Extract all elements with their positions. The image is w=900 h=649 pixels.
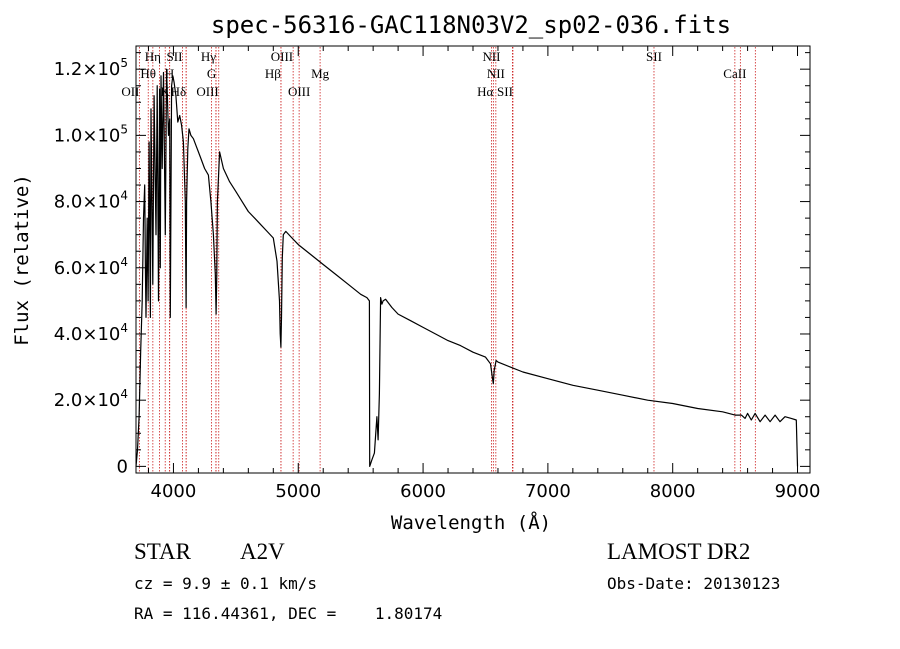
- spectral-line-label: Hβ: [265, 66, 281, 81]
- object-class: STAR: [134, 539, 191, 564]
- spectral-line-label: OIII: [288, 84, 310, 99]
- spectral-line-label: Hη: [145, 49, 161, 64]
- y-tick-label: 1.0×105: [54, 122, 128, 146]
- spectral-line-label: H: [165, 66, 174, 81]
- x-axis-label: Wavelength (Å): [391, 511, 551, 534]
- spectral-line-label: NII: [487, 66, 505, 81]
- coordinates-readout: RA = 116.44361, DEC = 1.80174: [134, 604, 443, 623]
- spectral-line-label: SII: [646, 49, 662, 64]
- y-axis-label: Flux (relative): [11, 174, 33, 346]
- plot-frame: [135, 45, 811, 474]
- spectral-line-label: NII: [482, 49, 500, 64]
- spectrum-line: [135, 68, 799, 467]
- observation-date: Obs-Date: 20130123: [607, 574, 781, 593]
- y-tick-label: 4.0×104: [54, 321, 128, 345]
- object-subclass: A2V: [240, 539, 285, 564]
- x-tick-label: 4000: [151, 481, 197, 502]
- spectral-line-labels: OIIHθHηKHSIIHδHγGOIIIOIIIHβOIIIMgNIINIIH…: [121, 49, 746, 99]
- chart-title: spec-56316-GAC118N03V2_sp02-036.fits: [211, 11, 731, 39]
- x-tick-label: 8000: [650, 481, 696, 502]
- spectral-line-label: Mg: [311, 66, 330, 81]
- spectral-line-label: OII: [121, 84, 139, 99]
- axis-ticks: 4000 5000 6000 7000 8000 9000 0 2.0×104 4.0×104 6…: [54, 46, 821, 502]
- spectral-line-label: Hα: [477, 84, 493, 99]
- survey-name: LAMOST DR2: [607, 539, 751, 564]
- x-tick-label: 9000: [775, 481, 821, 502]
- redshift-readout: cz = 9.9 ± 0.1 km/s: [134, 574, 318, 593]
- y-tick-label: 6.0×104: [54, 255, 128, 279]
- spectral-line-label: OIII: [196, 84, 218, 99]
- x-tick-label: 7000: [525, 481, 571, 502]
- y-tick-label: 0: [117, 456, 128, 477]
- spectral-line-label: K: [161, 84, 171, 99]
- spectral-line-label: G: [207, 66, 216, 81]
- y-tick-label: 8.0×104: [54, 189, 128, 213]
- x-tick-label: 6000: [400, 481, 446, 502]
- spectral-line-label: Hγ: [201, 49, 216, 64]
- spectral-line-label: OIII: [271, 49, 293, 64]
- y-tick-label: 2.0×104: [54, 387, 128, 411]
- x-tick-label: 5000: [275, 481, 321, 502]
- spectral-line-label: SII: [167, 49, 183, 64]
- spectral-line-label: CaII: [723, 66, 746, 81]
- spectral-line-label: SII: [497, 84, 513, 99]
- spectral-line-label: Hδ: [171, 84, 187, 99]
- spectral-line-label: Hθ: [140, 66, 156, 81]
- y-tick-label: 1.2×105: [54, 56, 128, 80]
- spectral-line-markers: [138, 47, 756, 472]
